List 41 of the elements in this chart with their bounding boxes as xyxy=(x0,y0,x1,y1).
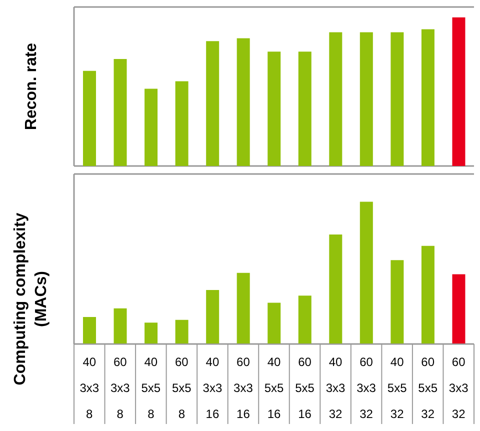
bar xyxy=(175,81,188,166)
x-tick-label: 40 5x5 16 xyxy=(264,355,284,421)
bar xyxy=(390,260,404,344)
bar xyxy=(421,29,434,166)
bar xyxy=(236,38,250,166)
x-tick-label: 60 3x3 32 xyxy=(448,355,469,421)
x-tick-label: 60 5x5 8 xyxy=(172,355,192,421)
bar xyxy=(268,52,281,166)
bar xyxy=(144,322,158,344)
bar xyxy=(329,234,342,344)
x-tick-label: 40 3x3 16 xyxy=(202,355,222,421)
bar xyxy=(206,41,220,166)
x-tick-label: 60 3x3 32 xyxy=(356,355,376,421)
bar xyxy=(83,316,96,344)
bar xyxy=(452,274,466,344)
y-axis-title: Computing complexity (MACs) xyxy=(12,212,50,386)
bar xyxy=(83,70,96,166)
x-tick-label: 40 3x3 8 xyxy=(80,355,100,421)
bar xyxy=(114,308,127,344)
bar xyxy=(360,32,373,166)
x-tick-label: 60 5x5 32 xyxy=(418,355,438,421)
y-axis-title: Recon. rate xyxy=(23,42,40,130)
bar xyxy=(236,272,250,344)
bar xyxy=(329,32,342,166)
bar xyxy=(206,290,220,344)
bar xyxy=(298,296,312,344)
x-tick-label: 60 3x3 8 xyxy=(110,355,130,421)
x-tick-label: 40 5x5 8 xyxy=(141,355,161,421)
x-tick-label: 60 3x3 16 xyxy=(234,355,254,421)
bar xyxy=(144,88,158,166)
bar xyxy=(298,52,312,166)
x-tick-label: 40 3x3 32 xyxy=(326,355,346,421)
bar xyxy=(452,17,466,166)
x-tick-label: 60 5x5 16 xyxy=(295,355,315,421)
x-tick-label: 40 5x5 32 xyxy=(387,355,408,421)
bar xyxy=(421,246,434,344)
bar xyxy=(114,59,127,166)
bar xyxy=(268,302,281,344)
bar xyxy=(360,202,373,344)
bar xyxy=(175,320,188,344)
bar xyxy=(390,32,404,166)
